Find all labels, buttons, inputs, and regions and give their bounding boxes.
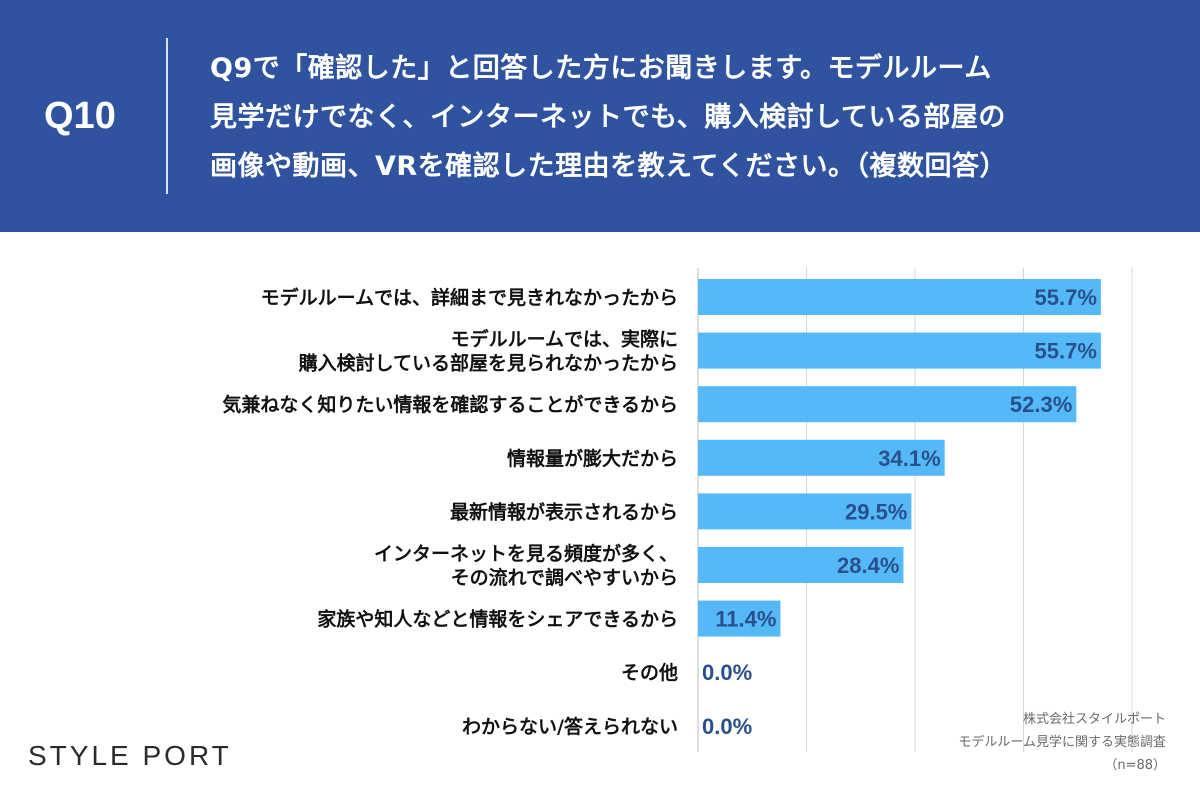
source-survey: モデルルーム見学に関する実態調査: [958, 735, 1166, 750]
category-label: わからない/答えられない: [462, 715, 678, 738]
value-label: 11.4%: [715, 607, 776, 632]
bars: [698, 279, 1101, 637]
value-label: 55.7%: [1035, 285, 1097, 310]
value-label: 29.5%: [845, 499, 907, 524]
question-text: Q9で「確認した」と回答した方にお聞きします。モデルルーム 見学だけでなく、イン…: [210, 44, 1170, 191]
value-label: 55.7%: [1035, 339, 1097, 364]
source-sample-size: （n=88）: [1104, 758, 1166, 773]
category-label: 最新情報が表示されるから: [450, 500, 678, 523]
bar: [698, 332, 1101, 369]
value-labels: 55.7% 55.7% 52.3% 34.1% 29.5% 28.4% 11.4% 0.0% 0…: [702, 285, 1097, 739]
value-label: 28.4%: [837, 553, 899, 578]
question-line: 見学だけでなく、インターネットでも、購入検討している部屋の: [210, 102, 1006, 133]
category-label: 気兼ねなく知りたい情報を確認することができるから: [222, 393, 678, 416]
bar: [698, 279, 1101, 315]
bar: [698, 547, 904, 583]
bar: [698, 439, 945, 476]
category-label: モデルルームでは、詳細まで見きれなかったから: [261, 286, 678, 309]
bar: [698, 493, 912, 530]
question-line: 画像や動画、VRを確認した理由を教えてください。（複数回答）: [210, 151, 1008, 182]
value-label: 0.0%: [702, 660, 752, 685]
header-divider: [166, 38, 168, 194]
value-label: 0.0%: [702, 714, 752, 739]
category-label: その他: [621, 661, 678, 684]
bar: [698, 600, 781, 637]
chart-panel: モデルルームでは、詳細まで見きれなかったからモデルルームでは、実際に購入検討して…: [0, 232, 1200, 800]
brand-logo: STYLE PORT: [28, 740, 232, 771]
category-label: 家族や知人などと情報をシェアできるから: [317, 608, 678, 631]
value-label: 52.3%: [1010, 392, 1072, 417]
source-company: 株式会社スタイルポート: [1022, 712, 1166, 727]
category-label: モデルルームでは、実際に購入検討している部屋を見られなかったから: [299, 328, 678, 375]
source-note: 株式会社スタイルポート モデルルーム見学に関する実態調査 （n=88）: [958, 708, 1166, 777]
bar-chart: モデルルームでは、詳細まで見きれなかったからモデルルームでは、実際に購入検討して…: [222, 268, 1133, 752]
bar: [698, 386, 1077, 423]
question-number: Q10: [44, 95, 116, 137]
question-header: Q10 Q9で「確認した」と回答した方にお聞きします。モデルルーム 見学だけでな…: [0, 0, 1200, 232]
category-labels: モデルルームでは、詳細まで見きれなかったからモデルルームでは、実際に購入検討して…: [222, 286, 678, 738]
question-line: Q9で「確認した」と回答した方にお聞きします。モデルルーム: [210, 53, 992, 84]
value-label: 34.1%: [878, 446, 940, 471]
category-label: インターネットを見る頻度が多く、その流れで調べやすいから: [374, 542, 678, 589]
category-label: 情報量が膨大だから: [507, 447, 678, 470]
